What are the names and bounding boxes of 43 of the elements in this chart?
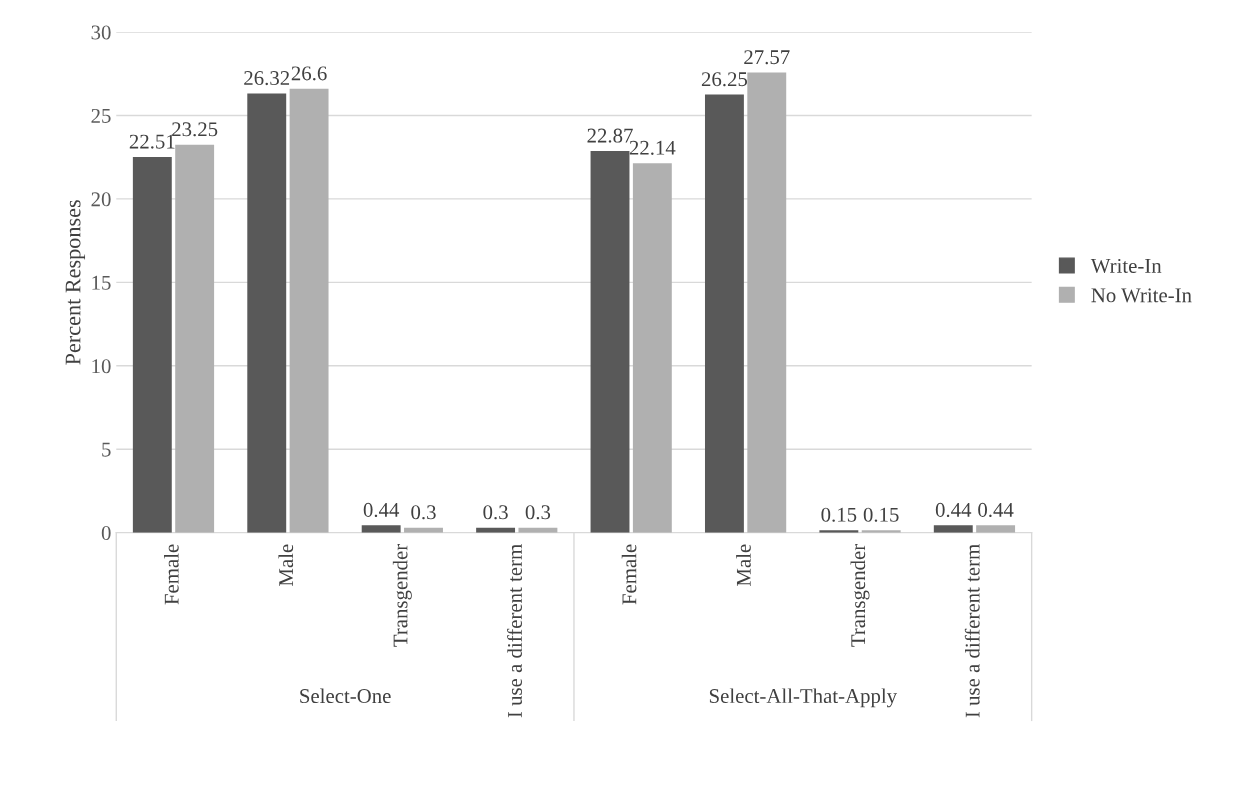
x-tick-label: Female <box>164 544 179 605</box>
x-tick-label: I use a different term <box>507 544 522 718</box>
y-tick-label: 25 <box>91 108 111 123</box>
data-label: 0.44 <box>363 502 400 518</box>
bar <box>132 157 172 533</box>
text: Select-One <box>300 688 391 704</box>
x-tick-label: I use a different term <box>964 544 980 718</box>
x-tick-label: Transgender <box>392 543 412 647</box>
bar <box>590 151 630 533</box>
data-label: 26.32 <box>244 71 290 86</box>
x-tick-label: Male <box>736 544 751 586</box>
data-label: 0.44 <box>935 502 972 518</box>
data-label: 0.44 <box>978 502 1014 518</box>
data-label: 0.15 <box>821 507 857 522</box>
x-tick-label: Transgender <box>850 543 870 647</box>
y-axis-title: Percent Responses <box>65 200 86 365</box>
data-label: 26.6 <box>291 66 327 81</box>
data-label: 27.57 <box>744 50 790 65</box>
bar <box>747 72 787 533</box>
y-tick-label: 20 <box>91 192 111 207</box>
data-label: 26.25 <box>701 72 748 87</box>
bar <box>361 525 401 533</box>
y-tick-label: 5 <box>102 442 111 457</box>
x-tick-label: Male <box>278 544 294 586</box>
data-label: 0.15 <box>863 507 899 522</box>
y-tick-label: 0 <box>101 526 111 541</box>
bar <box>933 525 973 533</box>
data-label: 0.3 <box>483 505 508 520</box>
bar <box>704 94 744 533</box>
data-label: 0.3 <box>525 505 551 520</box>
y-tick-label: 10 <box>92 359 111 374</box>
x-tick-label: Female <box>621 544 637 605</box>
bar <box>632 163 672 533</box>
y-tick-label: 30 <box>91 25 111 40</box>
legend-label: No Write-In <box>1091 288 1192 303</box>
bar <box>175 144 215 533</box>
bar <box>289 88 329 533</box>
bar <box>976 525 1016 533</box>
y-tick-label: 15 <box>92 275 111 290</box>
data-label: 0.3 <box>411 505 436 520</box>
text: Select-All-That-Apply <box>709 688 898 708</box>
bar <box>247 93 287 533</box>
legend-label: Write-In <box>1090 258 1162 274</box>
